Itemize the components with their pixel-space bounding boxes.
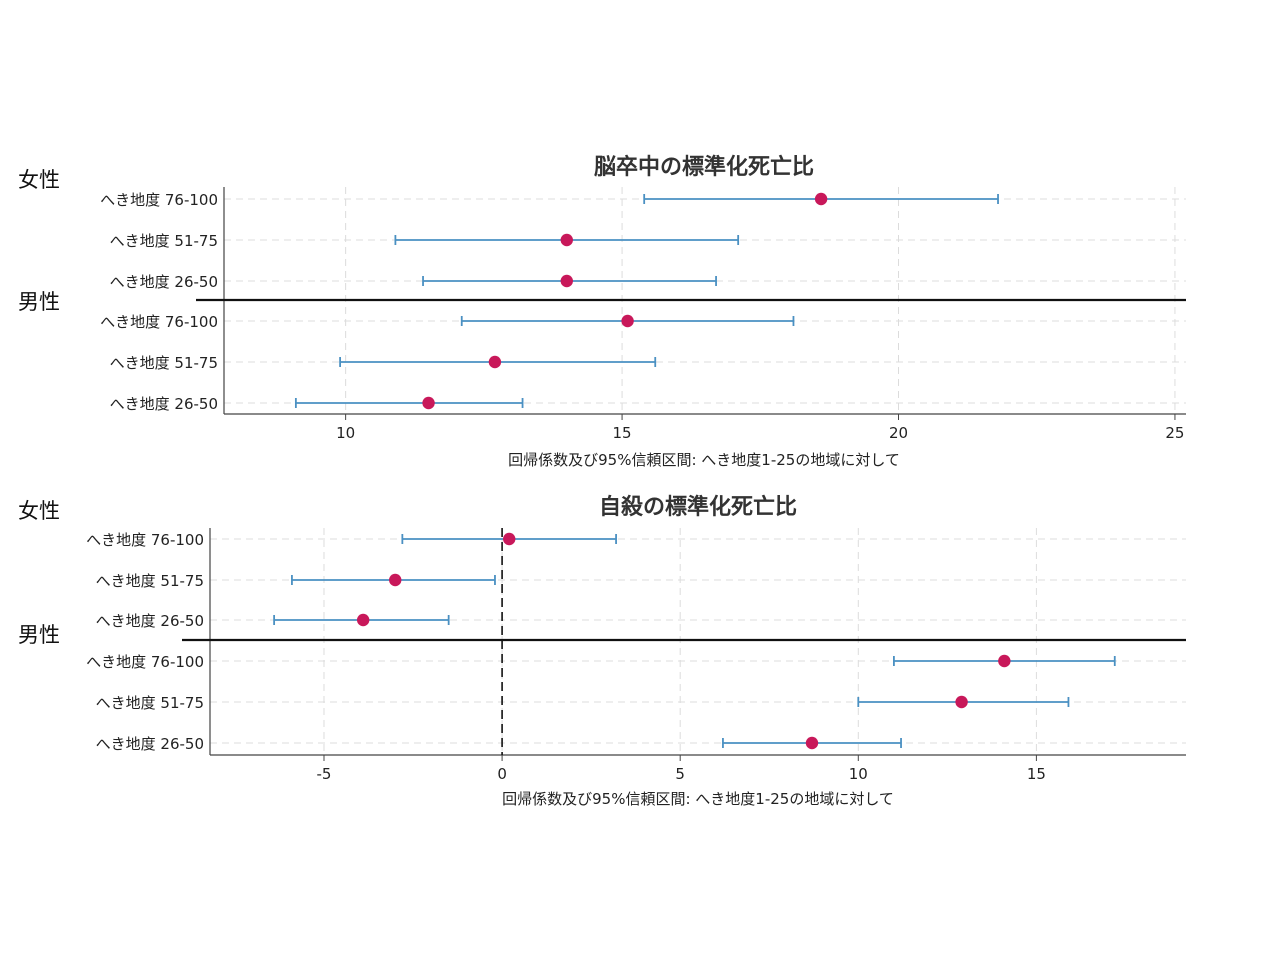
- x-tick-label: 10: [849, 765, 868, 783]
- row-label: へき地度 26-50: [110, 395, 218, 413]
- row-label: へき地度 51-75: [96, 572, 204, 590]
- x-axis-label: 回帰係数及び95%信頼区間: へき地度1-25の地域に対して: [508, 451, 900, 469]
- point-estimate: [389, 573, 402, 587]
- point-estimate: [488, 355, 502, 369]
- chart-title: 脳卒中の標準化死亡比: [594, 154, 814, 180]
- point-estimate: [422, 396, 435, 410]
- group-label: 男性: [18, 623, 60, 647]
- row-label: へき地度 26-50: [110, 273, 218, 291]
- x-tick-label: 25: [1165, 424, 1184, 442]
- x-tick-label: 15: [1027, 765, 1046, 783]
- x-tick-label: 10: [336, 424, 355, 442]
- point-estimate: [356, 613, 370, 627]
- x-tick-label: -5: [317, 765, 332, 783]
- row-label: へき地度 26-50: [96, 735, 204, 753]
- row-label: へき地度 26-50: [96, 612, 204, 630]
- point-estimate: [503, 532, 516, 546]
- point-estimate: [998, 654, 1011, 668]
- x-tick-label: 20: [889, 424, 908, 442]
- row-label: へき地度 51-75: [96, 694, 204, 712]
- point-estimate: [814, 192, 828, 206]
- x-tick-label: 0: [497, 765, 507, 783]
- row-label: へき地度 76-100: [86, 653, 204, 671]
- point-estimate: [955, 695, 968, 709]
- group-label: 女性: [18, 168, 60, 192]
- point-estimate: [805, 736, 819, 750]
- group-label: 女性: [18, 499, 60, 523]
- point-estimate: [621, 314, 634, 328]
- point-estimate: [560, 274, 573, 288]
- x-tick-label: 15: [613, 424, 632, 442]
- row-label: へき地度 76-100: [100, 313, 218, 331]
- group-label: 男性: [18, 290, 60, 314]
- row-label: へき地度 51-75: [110, 232, 218, 250]
- row-label: へき地度 51-75: [110, 354, 218, 372]
- row-label: へき地度 76-100: [86, 531, 204, 549]
- row-label: へき地度 76-100: [100, 191, 218, 209]
- chart-title: 自殺の標準化死亡比: [599, 494, 797, 520]
- x-tick-label: 5: [675, 765, 685, 783]
- point-estimate: [560, 233, 573, 247]
- x-axis-label: 回帰係数及び95%信頼区間: へき地度1-25の地域に対して: [502, 790, 894, 808]
